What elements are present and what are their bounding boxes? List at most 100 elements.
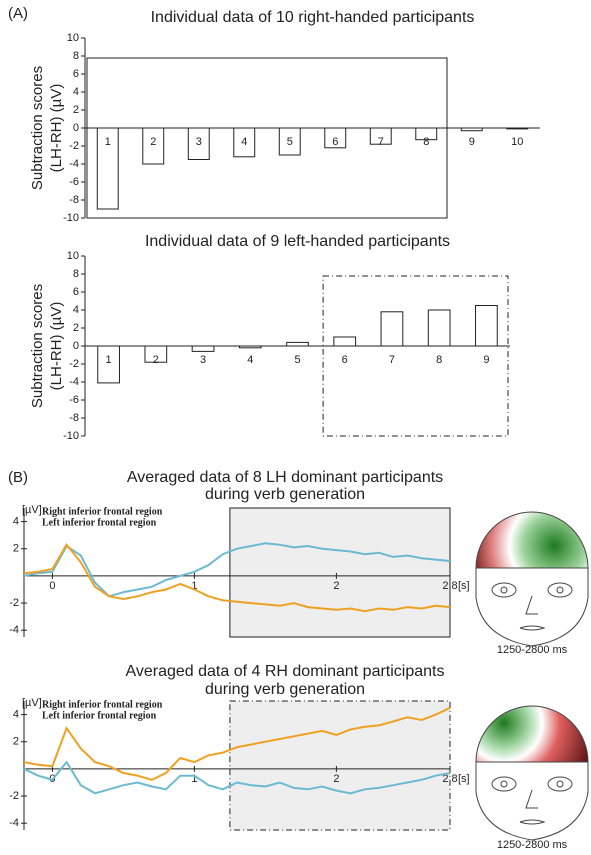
y-tick-label: 2 — [13, 543, 19, 555]
bar — [369, 127, 392, 145]
y-unit: [µV] — [22, 697, 42, 709]
y-tick-label: -2 — [69, 140, 79, 152]
y-tick-label: 4 — [13, 515, 19, 527]
bar — [460, 127, 483, 132]
series-line — [23, 706, 451, 781]
y-axis-label: Subtraction scores — [29, 284, 46, 408]
bar — [191, 345, 215, 352]
y-axis-label: (LH-RH) (µV) — [48, 84, 65, 173]
x-tick-label: 9 — [469, 136, 475, 148]
x-tick-label: 5 — [294, 354, 300, 366]
y-tick-label: 2 — [73, 104, 79, 116]
x-tick-label: 2 — [333, 580, 339, 592]
y-axis-label: (LH-RH) (µV) — [48, 302, 65, 391]
x-tick-label: 2.8 — [442, 773, 457, 785]
chart-title: during verb generation — [205, 681, 365, 698]
face — [475, 567, 589, 647]
y-tick-label: 0 — [73, 122, 79, 134]
y-tick-label: -6 — [69, 394, 79, 406]
eye — [491, 582, 517, 598]
chart-title: Averaged data of 4 RH dominant participa… — [125, 663, 444, 680]
highlight-box — [86, 57, 448, 219]
x-tick-label: 10 — [511, 136, 523, 148]
bar — [278, 127, 301, 156]
eye — [547, 776, 573, 792]
x-tick-label: 1 — [191, 580, 197, 592]
series-line — [23, 542, 451, 598]
y-tick-label: 4 — [73, 86, 79, 98]
y-axis-label: Subtraction scores — [29, 66, 46, 190]
legend-label: Right inferior frontal region — [42, 506, 163, 517]
bar — [427, 309, 451, 347]
legend-label: Right inferior frontal region — [42, 699, 163, 710]
x-tick-label: 8 — [436, 354, 442, 366]
x-tick-label: 4 — [247, 354, 253, 366]
x-tick-label: 2.8 — [442, 580, 457, 592]
bar — [187, 127, 210, 160]
bar — [380, 311, 404, 347]
nose — [525, 789, 538, 809]
y-tick-label: 2 — [73, 322, 79, 334]
x-tick-label: 6 — [332, 136, 338, 148]
head-map — [475, 705, 589, 841]
x-tick-label: 2 — [333, 773, 339, 785]
x-unit: [s] — [458, 773, 470, 785]
mouth — [519, 625, 546, 631]
pupil — [500, 780, 508, 788]
x-tick-label: 9 — [483, 354, 489, 366]
bar — [475, 305, 498, 347]
chart-title: Individual data of 9 left-handed partici… — [145, 233, 450, 250]
bar — [142, 127, 165, 165]
bar — [286, 341, 309, 347]
panel-label: (B) — [8, 469, 28, 486]
y-tick-label: -8 — [69, 412, 79, 424]
x-tick-label: 0 — [49, 580, 55, 592]
shade-box — [229, 700, 451, 831]
x-tick-label: 7 — [378, 136, 384, 148]
y-tick-label: -4 — [9, 817, 19, 829]
y-tick-label: -4 — [69, 158, 79, 170]
y-unit: [µV] — [22, 504, 42, 516]
bar — [506, 127, 529, 130]
bar — [96, 127, 119, 210]
legend-label: Left inferior frontal region — [42, 517, 157, 528]
bar — [333, 336, 357, 347]
y-tick-label: 8 — [73, 50, 79, 62]
panel-label: (A) — [8, 5, 28, 22]
face — [475, 761, 589, 841]
y-tick-label: 10 — [67, 250, 79, 262]
shade-box — [229, 507, 451, 638]
x-tick-label: 7 — [389, 354, 395, 366]
bar — [324, 127, 347, 149]
legend-label: Left inferior frontal region — [42, 710, 157, 721]
pupil — [500, 586, 508, 594]
pupil — [556, 780, 564, 788]
y-tick-label: -4 — [69, 376, 79, 388]
series-line — [23, 542, 451, 613]
bar — [97, 345, 120, 384]
y-tick-label: -2 — [9, 597, 19, 609]
y-tick-label: -10 — [63, 212, 79, 224]
y-tick-label: -6 — [69, 176, 79, 188]
scalp-map — [475, 705, 589, 762]
scalp-map — [475, 511, 589, 568]
bar — [238, 345, 262, 349]
chart-title: Individual data of 10 right-handed parti… — [151, 9, 475, 26]
x-tick-label: 6 — [342, 354, 348, 366]
x-tick-label: 4 — [241, 136, 247, 148]
chart-title: Averaged data of 8 LH dominant participa… — [127, 469, 443, 486]
x-tick-label: 1 — [106, 354, 112, 366]
y-tick-label: 6 — [73, 68, 79, 80]
caption: 1250-2800 ms — [497, 839, 568, 851]
x-tick-label: 2 — [150, 136, 156, 148]
caption: 1250-2800 ms — [497, 644, 568, 656]
eye — [547, 582, 573, 598]
series-line — [23, 760, 451, 795]
bar — [144, 345, 168, 363]
x-tick-label: 1 — [191, 773, 197, 785]
nose — [525, 595, 538, 615]
y-tick-label: 4 — [13, 708, 19, 720]
x-tick-label: 3 — [196, 136, 202, 148]
x-tick-label: 8 — [423, 136, 429, 148]
x-unit: [s] — [458, 580, 470, 592]
